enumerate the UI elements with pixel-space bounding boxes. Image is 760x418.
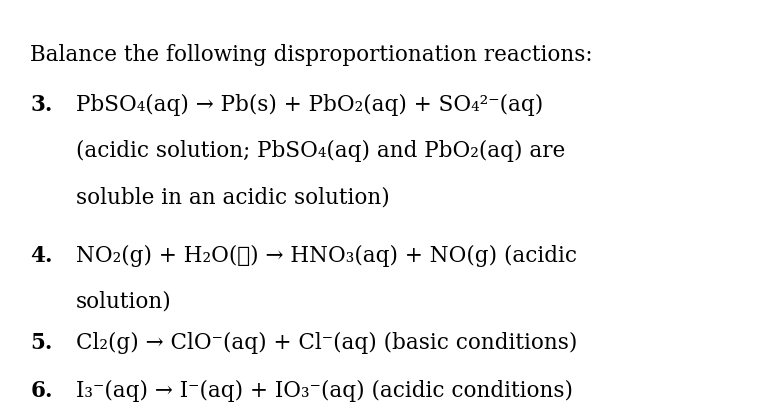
Text: (acidic solution; PbSO₄(aq) and PbO₂(aq) are: (acidic solution; PbSO₄(aq) and PbO₂(aq)… xyxy=(76,140,565,162)
Text: solution): solution) xyxy=(76,291,172,313)
Text: Cl₂(g) → ClO⁻(aq) + Cl⁻(aq) (basic conditions): Cl₂(g) → ClO⁻(aq) + Cl⁻(aq) (basic condi… xyxy=(76,332,578,354)
Text: PbSO₄(aq) → Pb(s) + PbO₂(aq) + SO₄²⁻(aq): PbSO₄(aq) → Pb(s) + PbO₂(aq) + SO₄²⁻(aq) xyxy=(76,94,543,116)
Text: Balance the following disproportionation reactions:: Balance the following disproportionation… xyxy=(30,44,593,66)
Text: I₃⁻(aq) → I⁻(aq) + IO₃⁻(aq) (acidic conditions): I₃⁻(aq) → I⁻(aq) + IO₃⁻(aq) (acidic cond… xyxy=(76,380,573,403)
Text: 4.: 4. xyxy=(30,245,53,267)
Text: soluble in an acidic solution): soluble in an acidic solution) xyxy=(76,186,390,208)
Text: 3.: 3. xyxy=(30,94,52,116)
Text: 6.: 6. xyxy=(30,380,53,403)
Text: 5.: 5. xyxy=(30,332,52,354)
Text: NO₂(g) + H₂O(ℓ) → HNO₃(aq) + NO(g) (acidic: NO₂(g) + H₂O(ℓ) → HNO₃(aq) + NO(g) (acid… xyxy=(76,245,577,267)
